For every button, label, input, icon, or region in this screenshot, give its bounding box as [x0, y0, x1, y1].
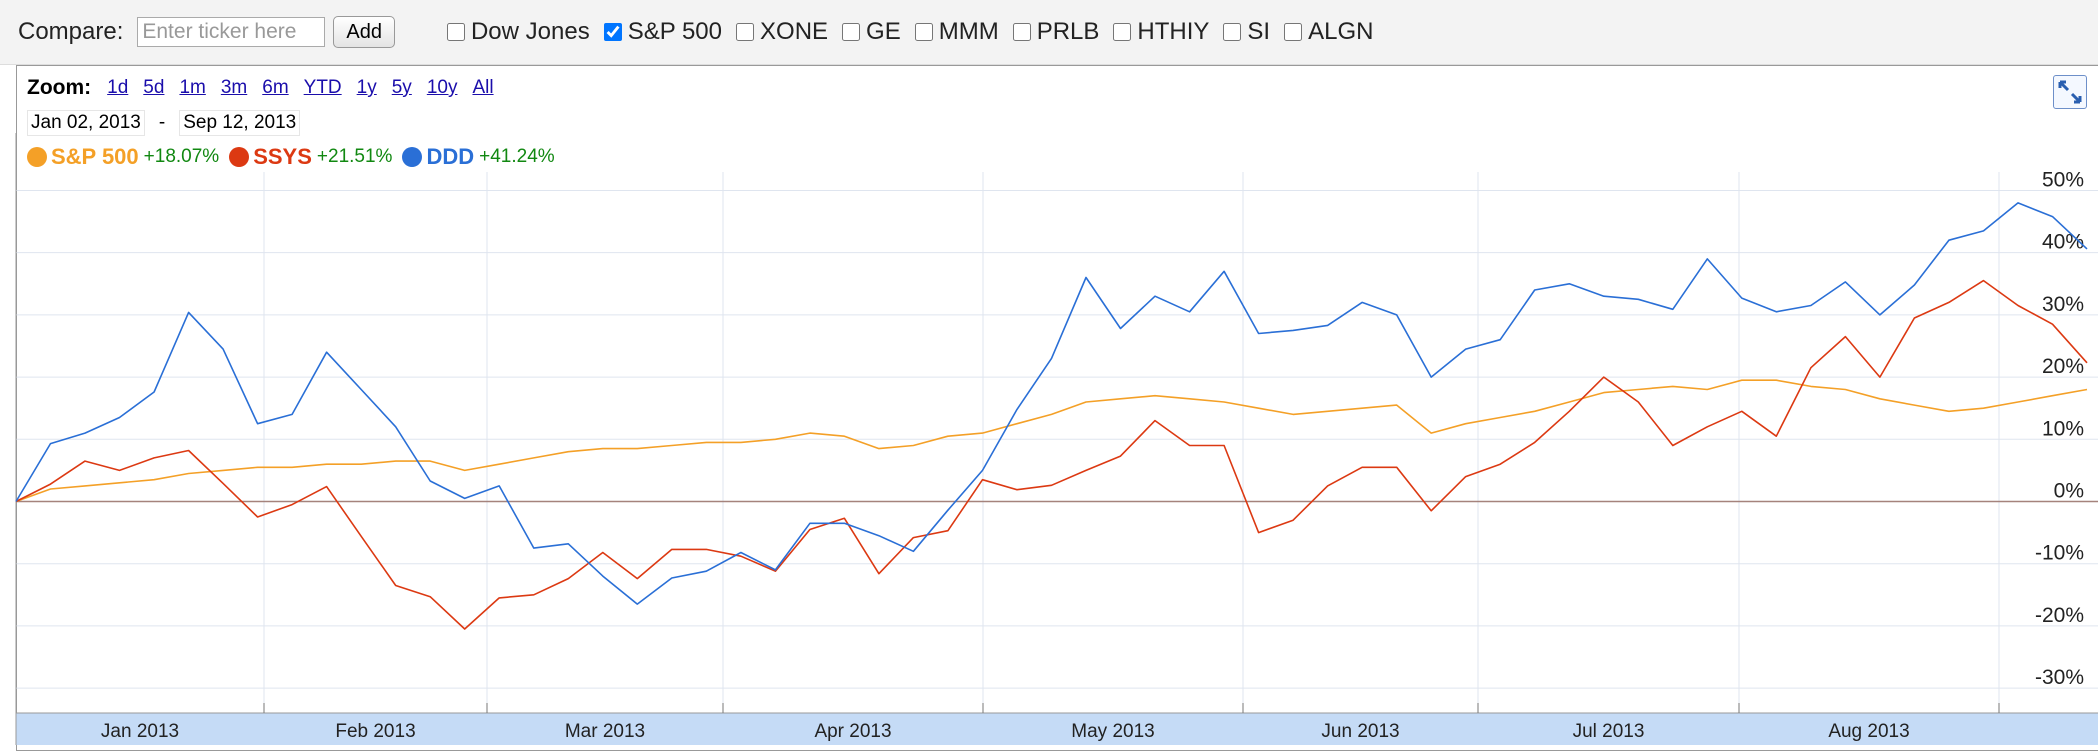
y-tick-label: 40% [2042, 231, 2084, 254]
legend-change: +21.51% [316, 146, 393, 167]
ticker-checkbox[interactable] [1113, 23, 1132, 41]
zoom-option[interactable]: 3m [220, 77, 248, 98]
x-tick-label: Feb 2013 [335, 721, 415, 742]
legend-entry: SSYS +21.51% [229, 144, 392, 170]
x-tick-label: Jun 2013 [1321, 721, 1399, 742]
ticker-option[interactable]: HTHIY [1113, 18, 1209, 46]
y-tick-label: 10% [2042, 417, 2084, 440]
legend-name: S&P 500 [51, 144, 139, 169]
compare-bar: Compare: Add Dow Jones S&P 500 XONE GE MMM PR… [0, 0, 2098, 65]
ticker-checkbox[interactable] [603, 23, 622, 41]
ticker-checkbox[interactable] [736, 23, 755, 41]
ticker-name: GE [866, 18, 901, 45]
date-separator: - [158, 112, 166, 133]
ticker-input[interactable] [137, 17, 326, 47]
ticker-option[interactable]: PRLB [1012, 18, 1100, 46]
legend-dot [27, 147, 47, 167]
x-tick-label: Apr 2013 [814, 721, 891, 742]
ticker-checkbox[interactable] [1284, 23, 1303, 41]
end-date[interactable]: Sep 12, 2013 [179, 110, 301, 136]
y-tick-label: 20% [2042, 355, 2084, 378]
legend-dot [229, 147, 250, 167]
ticker-checkbox[interactable] [1012, 23, 1031, 41]
legend-entry: S&P 500 +18.07% [27, 144, 219, 170]
ticker-checkbox[interactable] [1223, 23, 1242, 41]
zoom-option[interactable]: 1d [107, 77, 129, 98]
x-tick-label: Jan 2013 [101, 721, 179, 742]
zoom-option[interactable]: 1m [179, 77, 206, 98]
legend-name: SSYS [253, 144, 312, 169]
x-tick-label: Jul 2013 [1573, 721, 1645, 742]
compare-label: Compare: [18, 18, 124, 45]
date-range: Jan 02, 2013 - Sep 12, 2013 [27, 110, 301, 136]
ticker-name: S&P 500 [627, 18, 723, 45]
ticker-option[interactable]: SI [1223, 18, 1270, 46]
y-tick-label: 50% [2042, 168, 2084, 191]
zoom-row: Zoom: 1d 5d 1m 3m 6m YTD 1y 5y 10y All [27, 76, 509, 100]
legend-name: DDD [426, 144, 475, 169]
x-tick-label: Mar 2013 [565, 721, 645, 742]
ticker-option[interactable]: GE [842, 18, 901, 46]
zoom-option[interactable]: All [472, 77, 494, 98]
ticker-name: XONE [760, 18, 829, 45]
ticker-name: HTHIY [1137, 18, 1210, 45]
ticker-list: Dow Jones S&P 500 XONE GE MMM PRLB HTHIY SI ALGN [446, 18, 1387, 46]
zoom-option[interactable]: 1y [356, 77, 377, 98]
y-tick-label: -30% [2035, 666, 2084, 689]
expand-button[interactable] [2053, 75, 2087, 109]
y-tick-label: 30% [2042, 293, 2084, 316]
ticker-name: MMM [938, 18, 999, 45]
zoom-option[interactable]: 5d [143, 77, 165, 98]
ticker-checkbox[interactable] [914, 23, 933, 41]
legend-dot [402, 147, 423, 167]
series-line [15, 279, 2088, 630]
y-tick-label: 0% [2054, 479, 2084, 502]
zoom-option[interactable]: 5y [391, 77, 412, 98]
add-button[interactable]: Add [333, 16, 395, 48]
y-tick-label: -20% [2035, 604, 2084, 627]
y-tick-label: -10% [2035, 542, 2084, 565]
zoom-option[interactable]: 10y [426, 77, 458, 98]
start-date[interactable]: Jan 02, 2013 [27, 110, 145, 136]
ticker-name: Dow Jones [470, 18, 590, 45]
zoom-option[interactable]: 6m [262, 77, 289, 98]
zoom-option[interactable]: YTD [303, 77, 342, 98]
ticker-name: SI [1247, 18, 1271, 45]
x-tick-label: Aug 2013 [1828, 721, 1909, 742]
x-tick-label: May 2013 [1071, 721, 1154, 742]
ticker-option[interactable]: XONE [736, 18, 828, 46]
legend-change: +18.07% [143, 146, 220, 167]
ticker-option[interactable]: ALGN [1284, 18, 1373, 46]
x-axis-band [16, 713, 2098, 745]
ticker-name: ALGN [1308, 18, 1374, 45]
ticker-option[interactable]: Dow Jones [446, 18, 590, 46]
ticker-name: PRLB [1036, 18, 1100, 45]
ticker-option[interactable]: S&P 500 [603, 18, 723, 46]
expand-icon [2058, 80, 2082, 104]
ticker-option[interactable]: MMM [914, 18, 999, 46]
ticker-checkbox[interactable] [842, 23, 861, 41]
ticker-checkbox[interactable] [446, 23, 465, 41]
legend: S&P 500 +18.07% SSYS +21.51% DDD +41.24% [27, 144, 565, 170]
series-line [15, 202, 2088, 605]
zoom-label: Zoom: [27, 76, 92, 99]
series-line [15, 379, 2088, 503]
legend-entry: DDD +41.24% [402, 144, 555, 170]
legend-change: +41.24% [479, 146, 555, 167]
